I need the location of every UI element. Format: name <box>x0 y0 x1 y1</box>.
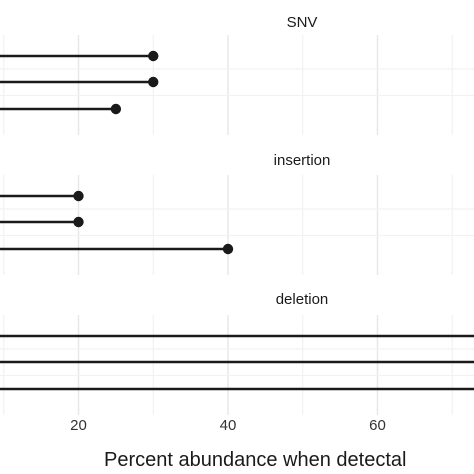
facet-panel-deletion: deletion <box>0 291 474 415</box>
facet-label: insertion <box>274 152 331 169</box>
facet-panel-snv: SNV <box>0 14 474 135</box>
x-axis-title: Percent abundance when detectal <box>104 449 406 471</box>
facet-panel-insertion: insertion <box>0 152 474 275</box>
x-tick-labels: 20 40 60 <box>70 417 386 434</box>
x-tick-label: 40 <box>220 417 237 434</box>
facet-panels: SNV insertion deletion <box>0 14 474 415</box>
lollipop-point <box>222 243 234 255</box>
lollipop-point <box>148 76 159 88</box>
x-tick-label: 60 <box>369 417 386 434</box>
lollipop-point <box>148 50 159 62</box>
lollipop-point <box>73 190 84 202</box>
facet-label: deletion <box>276 291 329 308</box>
lollipop-point <box>110 103 122 115</box>
lollipop-point <box>73 216 84 228</box>
x-tick-label: 20 <box>70 417 87 434</box>
facet-label: SNV <box>287 14 318 31</box>
